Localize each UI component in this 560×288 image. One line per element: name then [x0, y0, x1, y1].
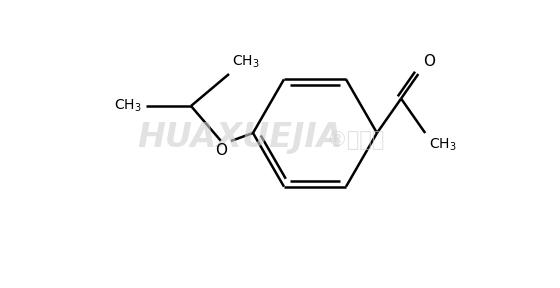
Text: ®化学加: ®化学加	[326, 130, 384, 150]
Text: CH$_3$: CH$_3$	[114, 98, 142, 114]
Text: CH$_3$: CH$_3$	[232, 54, 260, 70]
Text: CH$_3$: CH$_3$	[429, 137, 457, 154]
Text: O: O	[423, 54, 435, 69]
Text: O: O	[215, 143, 227, 158]
Text: HUAXUEJIA: HUAXUEJIA	[137, 122, 343, 154]
